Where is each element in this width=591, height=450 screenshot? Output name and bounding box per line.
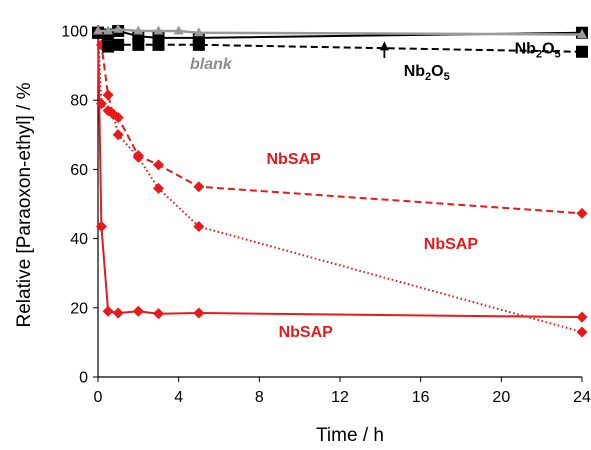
axes: 0 4 8 12 16 20 24 0 20 40 60 80 100: [61, 24, 591, 407]
annotation-text: O: [431, 63, 443, 80]
annotation-subscript: 5: [555, 48, 561, 60]
data-point: [576, 207, 588, 219]
y-tick-label: 60: [70, 162, 88, 179]
data-point: [192, 38, 205, 51]
annotation-subscript: 5: [444, 71, 450, 83]
annotation-text: blank: [190, 56, 233, 73]
x-tick-label: 16: [412, 389, 430, 406]
y-tick-label: 100: [61, 24, 88, 41]
series-line: [97, 30, 583, 333]
data-point: [153, 159, 164, 171]
annotation-subscript: 2: [536, 48, 542, 60]
annotation-label: NbSAP: [424, 236, 479, 253]
data-point: [95, 98, 107, 110]
x-tick-label: 20: [492, 389, 510, 406]
y-axis-title: Relative [Paraoxon-ethyl] / %: [14, 82, 35, 327]
data-point: [153, 182, 164, 194]
data-point: [576, 45, 588, 58]
data-point: [132, 305, 144, 317]
y-tick-label: 20: [70, 300, 88, 317]
y-tick-label: 80: [70, 93, 88, 110]
x-axis-title: Time / h: [316, 425, 384, 446]
annotation-text: Nb: [404, 63, 426, 80]
annotation-label: NbSAP: [266, 151, 321, 168]
x-tick-label: 12: [331, 389, 349, 406]
data-point: [192, 31, 205, 44]
data-point: [193, 307, 205, 319]
y-tick-label: 40: [70, 231, 88, 248]
data-point: [577, 28, 587, 38]
data-point: [95, 220, 107, 232]
annotation-text: NbSAP: [279, 324, 334, 341]
data-point: [102, 40, 115, 53]
annotation-label: blank: [190, 56, 233, 73]
data-point: [576, 326, 588, 338]
data-point: [112, 129, 124, 141]
annotation-text: NbSAP: [266, 151, 321, 168]
annotation-text: Nb: [515, 40, 537, 57]
series-6: [93, 23, 587, 38]
data-point: [112, 307, 124, 319]
data-point: [112, 38, 125, 51]
data-point: [102, 305, 114, 317]
annotation-label: NbSAP: [279, 324, 334, 341]
series-line: [98, 28, 583, 36]
data-point: [152, 31, 165, 44]
series-2: [92, 25, 588, 219]
data-point: [153, 25, 164, 35]
series-line: [97, 30, 583, 319]
annotation-label: Nb2O5: [515, 40, 561, 60]
data-point: [113, 23, 124, 33]
series-3: [92, 25, 588, 338]
y-tick-label: 0: [79, 370, 88, 387]
annotation-text: NbSAP: [424, 236, 479, 253]
data-point: [103, 25, 114, 35]
data-point: [132, 151, 144, 163]
data-point: [152, 38, 165, 51]
data-point: [193, 181, 205, 193]
x-tick-label: 0: [94, 389, 103, 406]
data-point: [193, 220, 205, 232]
series-1: [92, 25, 588, 323]
data-point: [193, 27, 204, 37]
series-layer: [92, 23, 588, 338]
annotation-label: Nb2O5: [404, 63, 450, 83]
series-line: [97, 30, 583, 215]
x-tick-label: 24: [573, 389, 591, 406]
data-point: [93, 25, 103, 35]
annotation-subscript: 2: [425, 71, 431, 83]
data-point: [107, 108, 119, 120]
data-point: [102, 89, 114, 101]
data-point: [173, 25, 184, 35]
annotation-text: O: [542, 40, 554, 57]
arrow-head: [379, 41, 389, 51]
data-point: [132, 38, 145, 51]
data-point: [153, 308, 164, 320]
data-point: [133, 25, 144, 35]
x-tick-label: 8: [255, 389, 264, 406]
data-point: [576, 311, 588, 323]
x-tick-label: 4: [174, 389, 183, 406]
